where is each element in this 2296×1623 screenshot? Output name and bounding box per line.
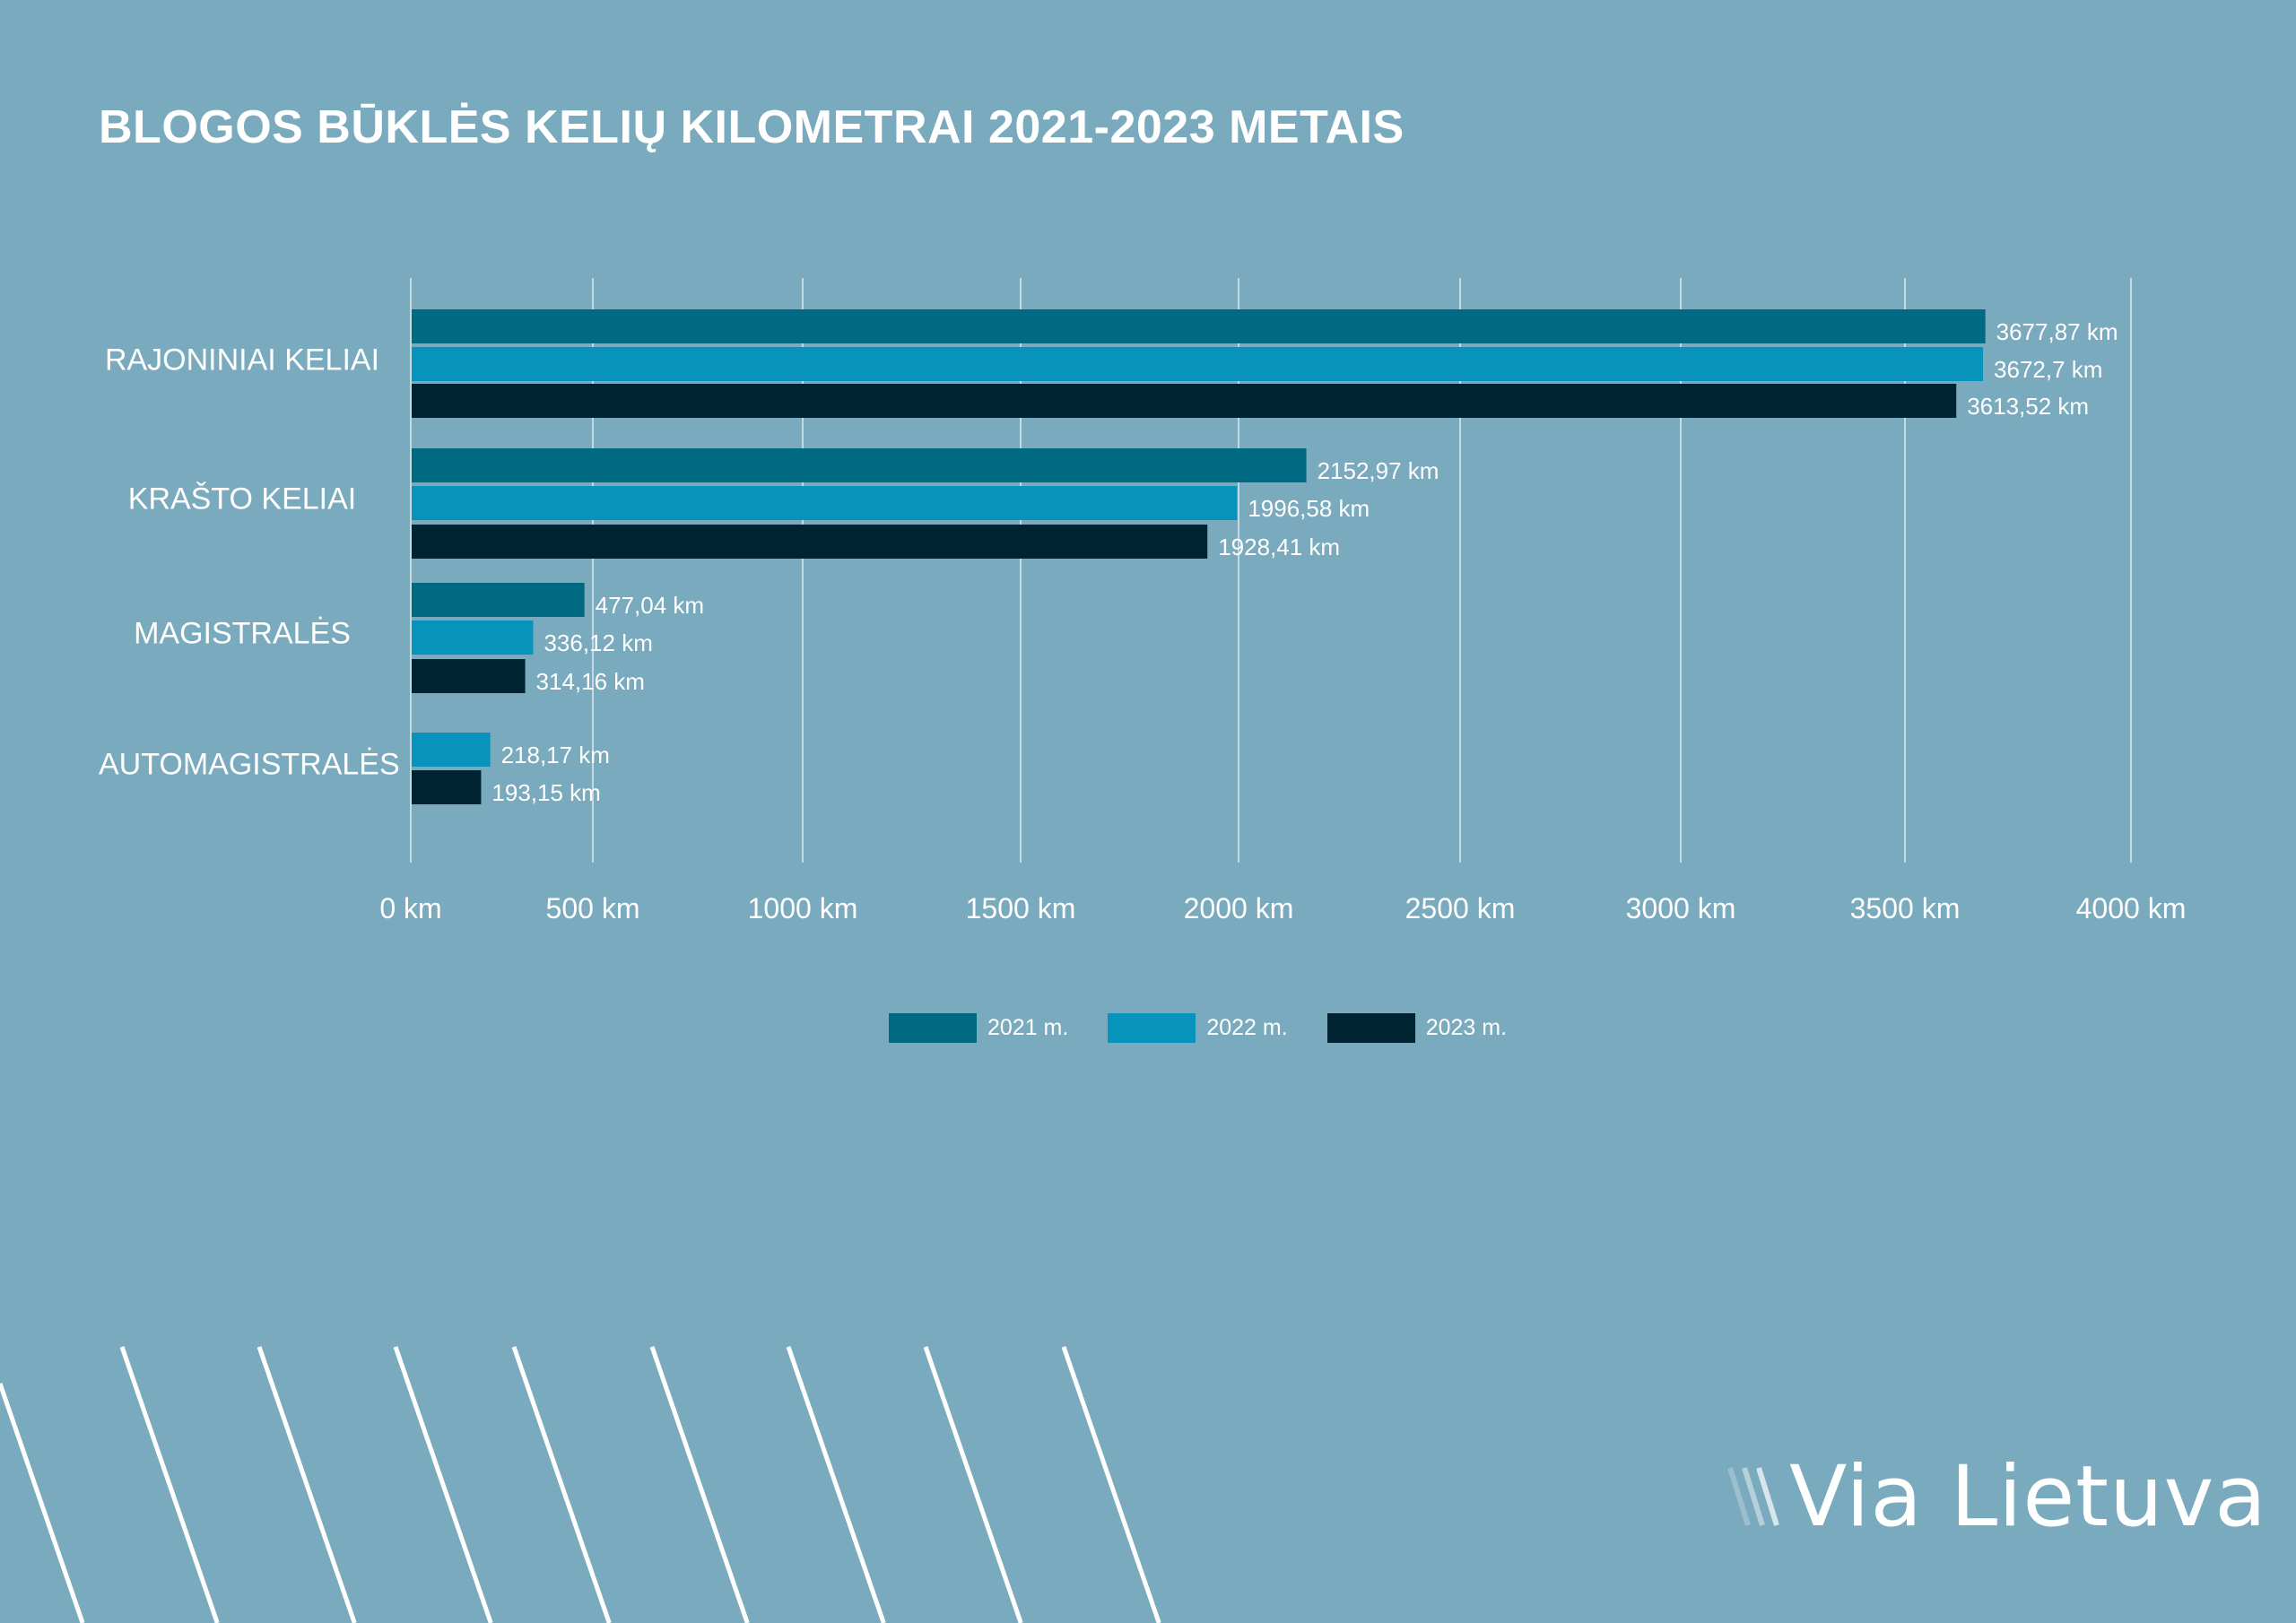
category-label: AUTOMAGISTRALĖS [99,747,400,782]
road-stripe [119,1346,220,1623]
x-tick-label: 2500 km [1405,892,1516,924]
x-tick-label: 2000 km [1184,892,1294,924]
legend-item-2021: 2021 m. [889,1013,1068,1043]
legend-item-2023: 2023 m. [1326,1013,1508,1043]
bar [412,309,1986,343]
x-tick-label: 1500 km [966,892,1076,924]
road-stripe [649,1346,750,1623]
legend-label: 2022 m. [1206,1015,1288,1040]
bar [412,486,1238,520]
legend-label: 2023 m. [1425,1015,1508,1040]
data-label: 1928,41 km [1218,534,1340,560]
x-tick-label: 500 km [546,892,640,924]
road-stripe [0,1383,85,1623]
chart-title: BLOGOS BŪKLĖS KELIŲ KILOMETRAI 2021-2023… [99,101,1405,153]
data-label: 314,16 km [536,668,645,695]
bar [412,384,1957,418]
data-label: 3677,87 km [1996,318,2118,345]
x-tick-label: 3000 km [1626,892,1736,924]
data-label: 1996,58 km [1248,495,1370,522]
bar [412,659,526,693]
bar [412,770,482,804]
road-stripe [1061,1346,1161,1623]
logo-text: Via Lietuva [1789,1448,2267,1546]
legend-label: 2021 m. [987,1015,1069,1040]
bar [412,621,534,655]
bar [412,525,1208,559]
bar [412,448,1307,482]
legend-swatch [889,1013,977,1043]
legend-item-2022: 2022 m. [1108,1013,1288,1043]
via-lietuva-logo: Via Lietuva [1726,1448,2267,1546]
legend-swatch [1108,1013,1196,1043]
data-label: 336,12 km [544,629,652,656]
x-tick-label: 3500 km [1850,892,1961,924]
bar [412,583,585,617]
bar-chart: 0 km 500 km 1000 km 1500 km 2000 km 2500 km 30… [379,278,2187,924]
data-label: 3613,52 km [1967,393,2089,420]
category-label: MAGISTRALĖS [134,616,351,651]
data-label: 3672,7 km [1994,356,2102,383]
logo-stripes-icon [1727,1466,1779,1526]
road-stripe [923,1346,1023,1623]
data-label: 193,15 km [491,779,600,806]
legend-swatch [1326,1013,1415,1043]
category-label: KRAŠTO KELIAI [127,482,357,516]
legend: 2021 m. 2022 m. 2023 m. [889,1013,1507,1043]
category-label: RAJONINIAI KELIAI [104,343,380,378]
bar [412,733,491,767]
data-label: 218,17 km [501,742,610,768]
data-label: 477,04 km [596,592,704,619]
x-tick-label: 0 km [379,892,441,924]
data-label: 2152,97 km [1318,457,1439,484]
road-stripe [393,1346,493,1623]
road-stripe [257,1346,357,1623]
x-tick-label: 1000 km [748,892,858,924]
bar [412,347,1984,381]
road-stripe [511,1346,612,1623]
road-stripe [786,1346,886,1623]
x-tick-label: 4000 km [2076,892,2187,924]
